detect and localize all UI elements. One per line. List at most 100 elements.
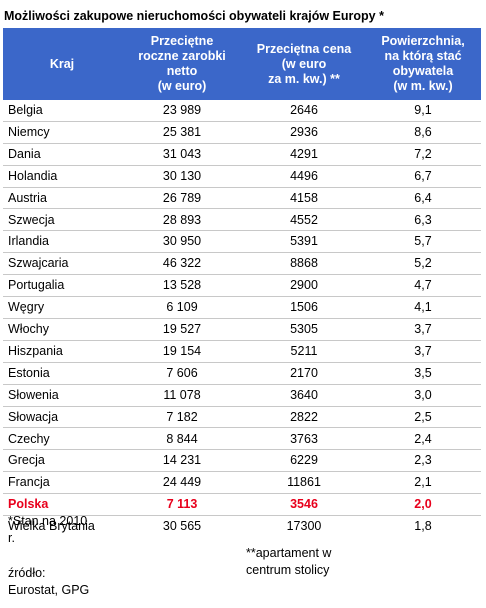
country-cell: Estonia: [8, 365, 50, 380]
value-cell: 2822: [290, 409, 318, 424]
value-cell: 4158: [290, 190, 318, 205]
table-row: Austria 26 789 4158 6,4: [3, 188, 481, 210]
value-cell: 7 182: [166, 409, 198, 424]
header-line: netto: [166, 64, 198, 78]
table-row: Polska 7 113 3546 2,0: [3, 494, 481, 517]
value-cell: 2,4: [414, 431, 432, 446]
value-cell: 5,7: [414, 234, 432, 249]
source-note: źródło: Eurostat, GPG: [8, 565, 89, 599]
table-row: Słowenia 11 078 3640 3,0: [3, 385, 481, 407]
value-cell: 5,2: [414, 256, 432, 271]
table-row: Węgry 6 109 1506 4,1: [3, 297, 481, 319]
value-cell: 8868: [290, 256, 318, 271]
value-cell: 6 109: [166, 300, 198, 315]
value-cell: 7,2: [414, 146, 432, 161]
header-line: roczne zarobki: [138, 49, 226, 63]
table-row: Włochy 19 527 5305 3,7: [3, 319, 481, 341]
country-cell: Szwecja: [8, 212, 55, 227]
value-cell: 30 130: [162, 168, 202, 183]
country-cell: Dania: [8, 146, 41, 161]
header-line: Przeciętne: [150, 34, 214, 48]
note-line: Eurostat, GPG: [8, 583, 90, 597]
value-cell: 5305: [290, 322, 318, 336]
header-line: za m. kw.) **: [268, 71, 340, 86]
value-cell: 3,7: [414, 343, 432, 358]
value-cell: 8,6: [414, 124, 432, 139]
table-row: Francja 24 449 11861 2,1: [3, 472, 481, 495]
note-line: źródło:: [8, 566, 46, 580]
value-cell: 4,7: [414, 278, 432, 293]
value-cell: 17300: [286, 519, 322, 534]
table-row: Irlandia 30 950 5391 5,7: [3, 231, 481, 254]
value-cell: 1506: [290, 300, 318, 315]
value-cell: 31 043: [162, 146, 202, 161]
country-cell: Holandia: [8, 168, 58, 183]
value-cell: 13 528: [162, 278, 202, 293]
country-cell: Austria: [8, 190, 47, 205]
country-cell: Portugalia: [8, 278, 65, 293]
value-cell: 2,0: [414, 497, 432, 512]
value-cell: 7 113: [166, 497, 198, 512]
table-row: Dania 31 043 4291 7,2: [3, 144, 481, 166]
value-cell: 4496: [290, 168, 318, 183]
table-row: Hiszpania 19 154 5211 3,7: [3, 341, 481, 363]
value-cell: 3546: [290, 497, 318, 512]
value-cell: 28 893: [162, 212, 202, 227]
header-cell: Przeciętne roczne zarobki netto (w euro): [121, 28, 243, 100]
value-cell: 11 078: [163, 387, 201, 402]
table-row: Wielka Brytania 30 565 17300 1,8: [3, 516, 481, 538]
table-title: Możliwości zakupowe nieruchomości obywat…: [4, 9, 384, 23]
header-line: Przeciętna cena: [256, 41, 352, 56]
table-row: Belgia 23 989 2646 9,1: [3, 100, 481, 122]
table-header: Kraj Przeciętne roczne zarobki netto (w euro…: [3, 28, 481, 100]
value-cell: 3763: [290, 431, 318, 446]
country-cell: Polska: [8, 497, 49, 512]
country-cell: Czechy: [8, 431, 50, 446]
value-cell: 3,0: [414, 387, 432, 402]
value-cell: 2646: [290, 103, 318, 117]
table-row: Czechy 8 844 3763 2,4: [3, 429, 481, 451]
value-cell: 26 789: [162, 190, 202, 205]
value-cell: 2,1: [414, 475, 432, 490]
value-cell: 19 154: [162, 343, 202, 358]
value-cell: 2936: [290, 124, 318, 139]
header-cell: Kraj: [3, 28, 121, 100]
header-line: obywatela: [392, 64, 454, 78]
country-cell: Francja: [8, 475, 50, 490]
footnote: *Stan na 2010 r.: [8, 513, 87, 547]
country-cell: Niemcy: [8, 124, 50, 139]
value-cell: 24 449: [162, 475, 202, 490]
header-line: na którą stać: [384, 49, 462, 63]
value-cell: 6,7: [414, 168, 432, 183]
value-cell: 9,1: [414, 103, 432, 117]
table-row: Niemcy 25 381 2936 8,6: [3, 122, 481, 144]
value-cell: 46 322: [162, 256, 202, 271]
country-cell: Słowacja: [8, 409, 59, 424]
table-row: Szwecja 28 893 4552 6,3: [3, 210, 481, 232]
value-cell: 5211: [290, 343, 318, 358]
value-cell: 3,7: [414, 322, 432, 336]
value-cell: 4552: [290, 212, 318, 227]
value-cell: 4291: [290, 146, 318, 161]
country-cell: Belgia: [8, 103, 43, 117]
note-line: *Stan na 2010: [8, 514, 88, 528]
value-cell: 3640: [290, 387, 318, 402]
header-line: (w euro): [157, 79, 207, 93]
header-cell: Przeciętna cena (w euro za m. kw.) **: [243, 28, 365, 100]
value-cell: 30 950: [162, 234, 202, 249]
value-cell: 2170: [290, 365, 318, 380]
value-cell: 1,8: [414, 519, 432, 534]
value-cell: 2,5: [414, 409, 432, 424]
value-cell: 23 989: [162, 103, 202, 117]
header-line: Powierzchnia,: [381, 34, 465, 48]
value-cell: 19 527: [162, 322, 202, 336]
value-cell: 4,1: [414, 300, 432, 315]
footnote: **apartament w centrum stolicy: [246, 545, 331, 579]
value-cell: 2,3: [414, 453, 432, 468]
country-cell: Włochy: [8, 322, 49, 336]
country-cell: Wielka Brytania: [8, 519, 95, 534]
country-cell: Węgry: [8, 300, 45, 315]
value-cell: 6229: [290, 453, 318, 468]
header-line: (w euro: [281, 56, 327, 71]
